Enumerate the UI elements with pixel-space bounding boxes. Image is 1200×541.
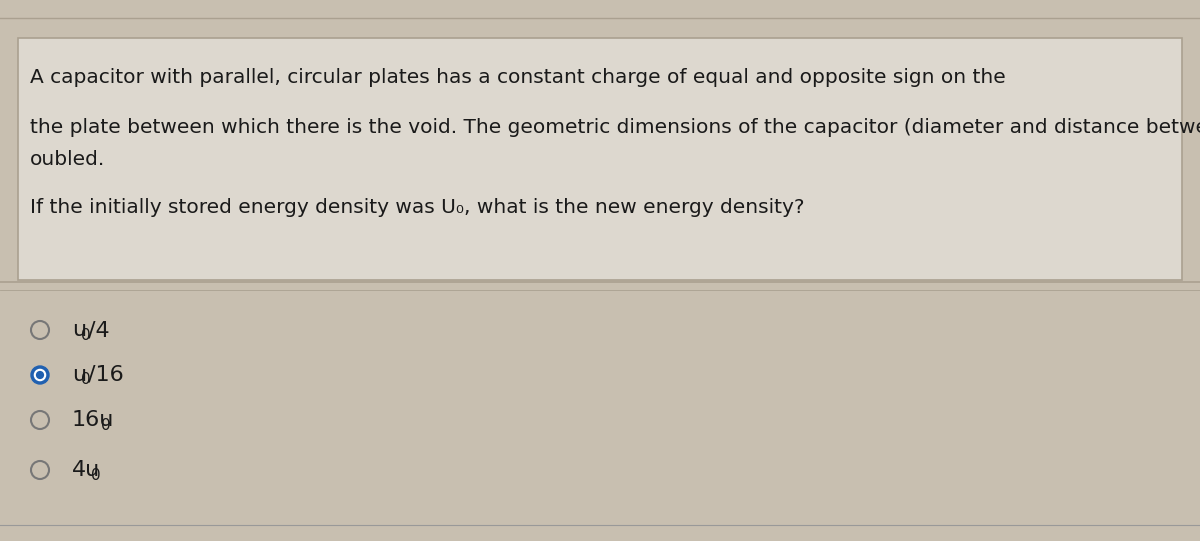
Text: /16: /16	[89, 365, 125, 385]
Text: u: u	[72, 320, 86, 340]
Circle shape	[31, 366, 49, 384]
Text: 4u: 4u	[72, 460, 101, 480]
Text: 16u: 16u	[72, 410, 114, 430]
Text: 0: 0	[82, 373, 91, 387]
Bar	[18, 38, 1182, 280]
Circle shape	[36, 372, 43, 378]
Text: /4: /4	[89, 320, 110, 340]
Text: A capacitor with parallel, circular plates has a constant charge of equal and op: A capacitor with parallel, circular plat…	[30, 68, 1006, 87]
Text: If the initially stored energy density was U₀, what is the new energy density?: If the initially stored energy density w…	[30, 198, 804, 217]
Text: 0: 0	[101, 418, 110, 432]
Text: the plate between which there is the void. The geometric dimensions of the capac: the plate between which there is the voi…	[30, 118, 1200, 137]
Text: 0: 0	[91, 467, 101, 483]
Text: u: u	[72, 365, 86, 385]
Circle shape	[35, 370, 46, 380]
Text: oubled.: oubled.	[30, 150, 106, 169]
Text: 0: 0	[82, 327, 91, 342]
